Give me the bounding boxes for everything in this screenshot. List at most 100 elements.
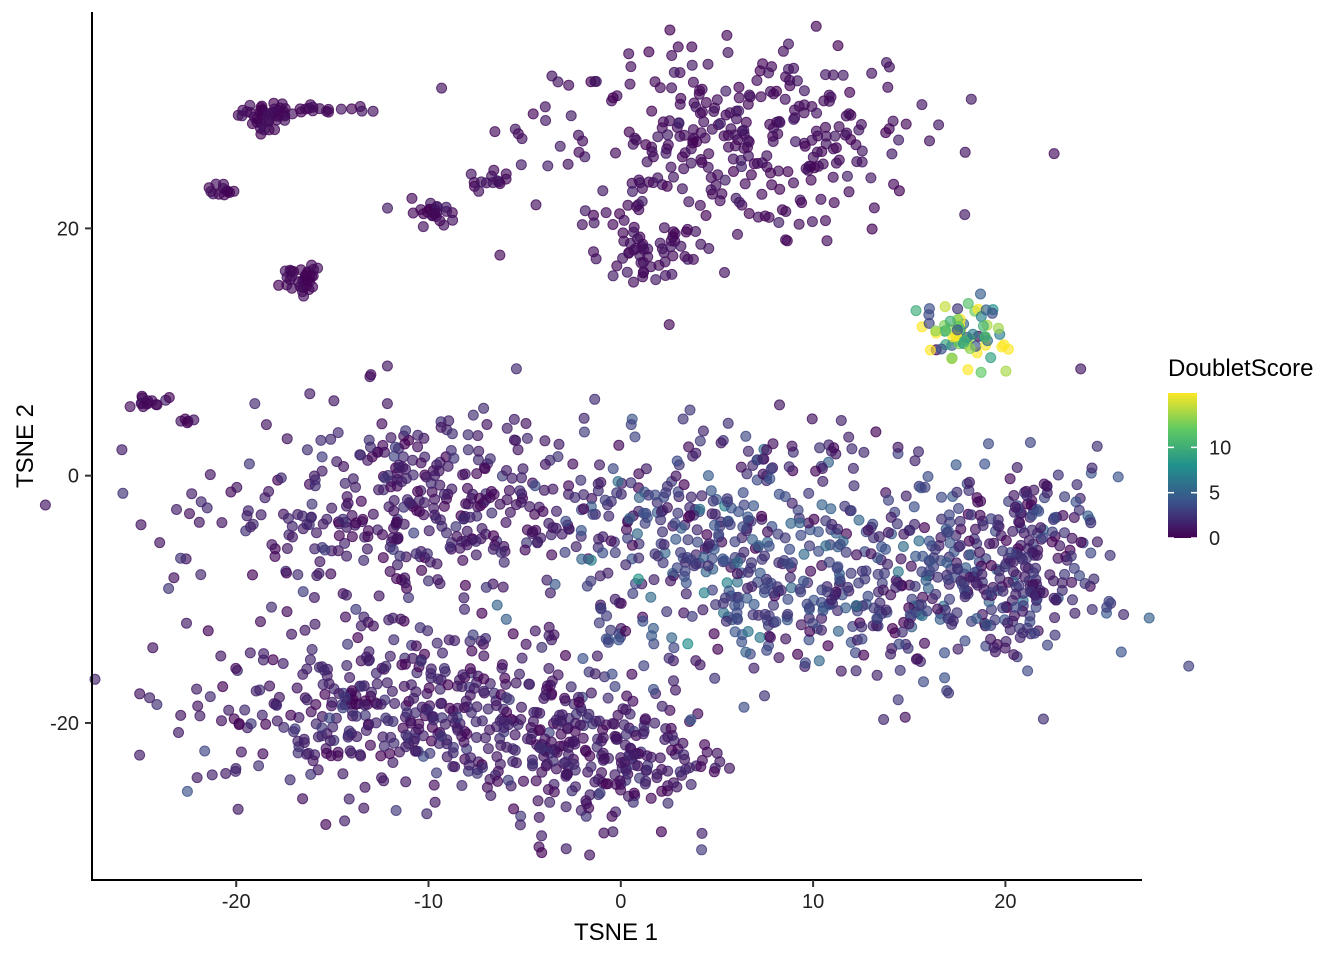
scatter-point bbox=[733, 81, 745, 93]
scatter-point bbox=[666, 632, 678, 644]
scatter-point bbox=[728, 166, 739, 177]
scatter-point bbox=[845, 505, 857, 517]
scatter-point bbox=[640, 139, 652, 151]
scatter-point bbox=[977, 320, 989, 332]
scatter-point bbox=[898, 528, 910, 540]
scatter-point bbox=[764, 118, 776, 130]
scatter-point bbox=[709, 508, 721, 520]
scatter-point bbox=[722, 516, 734, 528]
scatter-point bbox=[618, 214, 630, 226]
scatter-point bbox=[1024, 437, 1036, 448]
scatter-point bbox=[321, 747, 333, 759]
scatter-point bbox=[722, 47, 734, 58]
scatter-point bbox=[761, 444, 773, 456]
scatter-point bbox=[687, 450, 699, 462]
scatter-point bbox=[985, 587, 997, 599]
scatter-point bbox=[783, 461, 795, 473]
legend-tick-label: 0 bbox=[1209, 528, 1220, 550]
scatter-point bbox=[660, 487, 672, 499]
scatter-point bbox=[448, 452, 460, 464]
scatter-point bbox=[421, 548, 433, 560]
scatter-point bbox=[709, 672, 721, 684]
scatter-point bbox=[565, 681, 577, 693]
scatter-point bbox=[613, 634, 625, 646]
scatter-point bbox=[892, 576, 904, 588]
scatter-point bbox=[742, 445, 754, 457]
scatter-point bbox=[281, 606, 293, 618]
scatter-point bbox=[576, 553, 588, 565]
scatter-point bbox=[516, 701, 527, 713]
scatter-point bbox=[367, 105, 379, 117]
scatter-point bbox=[1088, 573, 1100, 585]
scatter-point bbox=[539, 435, 551, 447]
scatter-point bbox=[696, 827, 708, 839]
scatter-point bbox=[253, 760, 265, 772]
scatter-point bbox=[507, 628, 519, 640]
scatter-point bbox=[186, 488, 198, 500]
scatter-point bbox=[740, 430, 752, 442]
scatter-point bbox=[678, 129, 690, 141]
scatter-point bbox=[412, 486, 424, 497]
scatter-point bbox=[263, 108, 275, 120]
scatter-point bbox=[316, 722, 328, 734]
scatter-point bbox=[540, 689, 551, 701]
scatter-point bbox=[154, 537, 166, 549]
scatter-point bbox=[748, 662, 760, 674]
scatter-point bbox=[959, 146, 971, 158]
scatter-point bbox=[727, 153, 739, 165]
scatter-point bbox=[707, 495, 719, 507]
scatter-point bbox=[592, 478, 604, 490]
scatter-point bbox=[632, 573, 644, 585]
scatter-point bbox=[463, 759, 475, 771]
scatter-point bbox=[398, 518, 410, 530]
scatter-point bbox=[1091, 440, 1103, 452]
scatter-point bbox=[495, 546, 507, 558]
scatter-point bbox=[223, 704, 235, 716]
scatter-point bbox=[542, 160, 554, 172]
scatter-point bbox=[915, 599, 927, 611]
scatter-point bbox=[659, 734, 671, 745]
scatter-point bbox=[633, 204, 645, 216]
scatter-point bbox=[517, 463, 529, 475]
scatter-point bbox=[598, 827, 610, 839]
scatter-point bbox=[479, 463, 491, 475]
scatter-point bbox=[676, 183, 688, 195]
scatter-point bbox=[301, 694, 313, 706]
scatter-point bbox=[508, 803, 520, 815]
scatter-point bbox=[606, 668, 618, 680]
scatter-point bbox=[478, 402, 490, 414]
scatter-point bbox=[686, 59, 698, 71]
scatter-point bbox=[623, 48, 635, 60]
scatter-point bbox=[736, 161, 747, 173]
legend-tick-label: 5 bbox=[1209, 483, 1220, 505]
scatter-point bbox=[936, 491, 947, 503]
scatter-point bbox=[747, 609, 759, 621]
scatter-point bbox=[300, 269, 311, 281]
scatter-point bbox=[692, 708, 704, 720]
scatter-point bbox=[868, 202, 880, 214]
scatter-point bbox=[717, 553, 729, 565]
scatter-point bbox=[799, 657, 811, 669]
scatter-point bbox=[979, 331, 991, 343]
scatter-point bbox=[1049, 612, 1061, 624]
scatter-point bbox=[667, 250, 679, 262]
scatter-point bbox=[351, 731, 363, 743]
scatter-point bbox=[1046, 536, 1058, 548]
scatter-point bbox=[637, 615, 649, 627]
scatter-point bbox=[967, 328, 979, 340]
scatter-point bbox=[997, 545, 1009, 557]
scatter-point bbox=[480, 732, 491, 744]
scatter-point bbox=[742, 135, 754, 146]
scatter-point bbox=[230, 662, 242, 674]
scatter-point bbox=[613, 439, 625, 451]
scatter-point bbox=[823, 556, 835, 568]
scatter-point bbox=[975, 366, 987, 378]
scatter-point bbox=[398, 680, 410, 692]
scatter-point bbox=[841, 170, 853, 182]
scatter-point bbox=[959, 209, 971, 221]
scatter-point bbox=[610, 147, 621, 159]
scatter-point bbox=[407, 207, 419, 219]
scatter-point bbox=[563, 741, 575, 753]
scatter-point bbox=[220, 768, 232, 779]
scatter-point bbox=[695, 154, 707, 165]
